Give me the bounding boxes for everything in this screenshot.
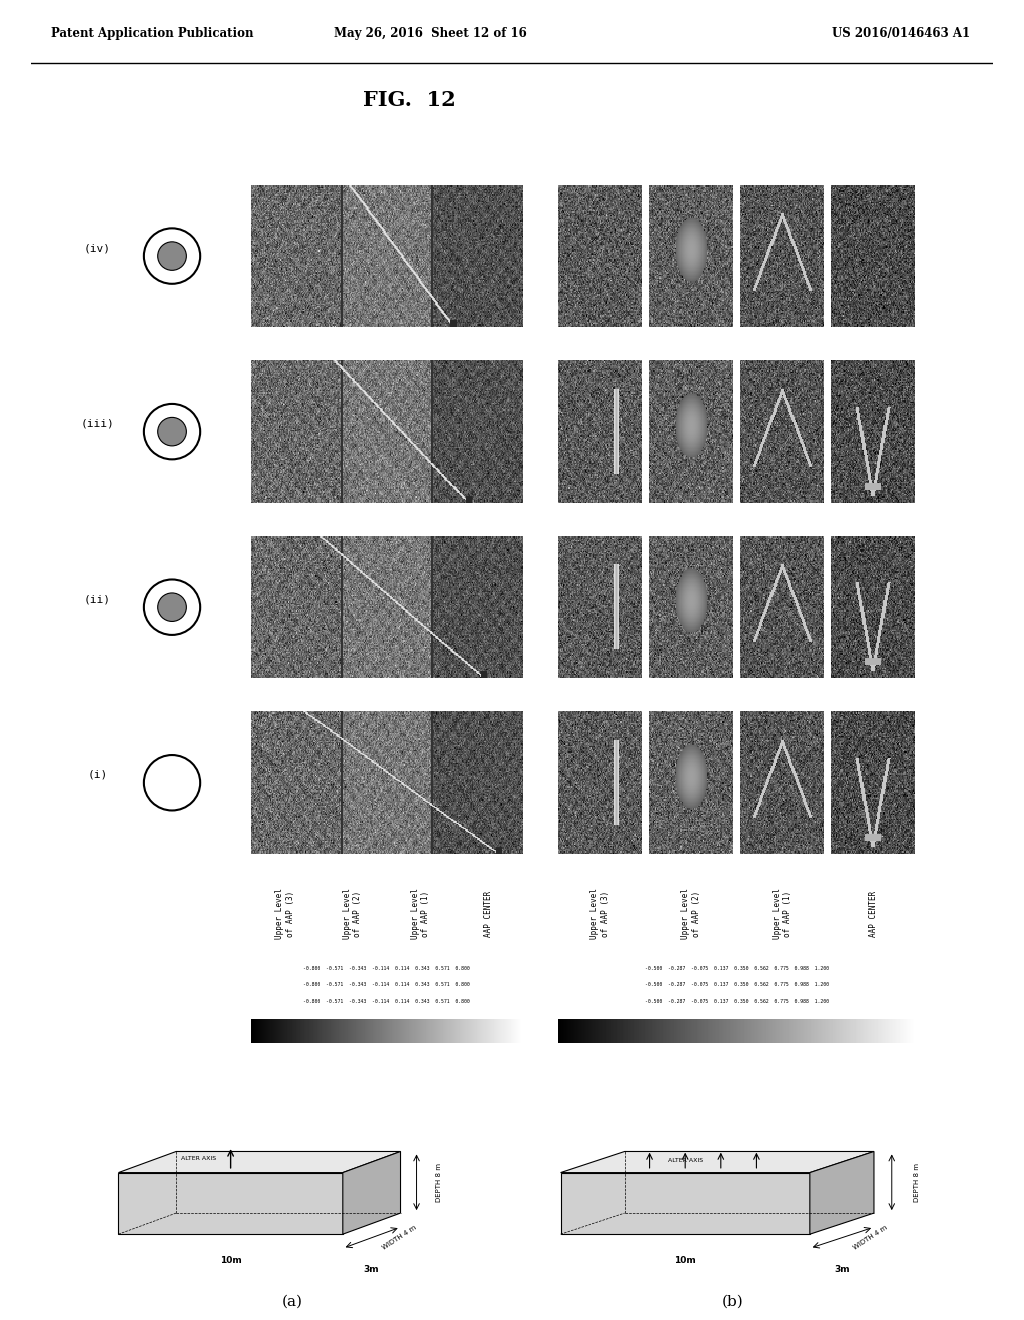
Text: US 2016/0146463 A1: US 2016/0146463 A1: [833, 26, 970, 40]
Text: WIDTH 4 m: WIDTH 4 m: [381, 1225, 418, 1251]
Text: Upper Level
of AAP (1): Upper Level of AAP (1): [773, 888, 792, 939]
Text: 10m: 10m: [675, 1257, 696, 1265]
Text: FIG.  12: FIG. 12: [364, 90, 456, 111]
Text: 3m: 3m: [835, 1265, 850, 1274]
Polygon shape: [560, 1172, 810, 1234]
Text: WIDTH 4 m: WIDTH 4 m: [853, 1225, 889, 1251]
Text: Upper Level
of AAP (2): Upper Level of AAP (2): [343, 888, 362, 939]
Text: -0.800  -0.571  -0.343  -0.114  0.114  0.343  0.571  0.800: -0.800 -0.571 -0.343 -0.114 0.114 0.343 …: [303, 966, 470, 972]
Text: May 26, 2016  Sheet 12 of 16: May 26, 2016 Sheet 12 of 16: [334, 26, 526, 40]
Ellipse shape: [158, 417, 186, 446]
Text: DEPTH 8 m: DEPTH 8 m: [913, 1163, 920, 1201]
Text: (i): (i): [87, 770, 108, 780]
Text: (a): (a): [282, 1295, 302, 1308]
Text: AAP CENTER: AAP CENTER: [869, 890, 878, 937]
Text: (b): (b): [721, 1295, 743, 1308]
Text: (iv): (iv): [84, 243, 111, 253]
Text: AAP CENTER: AAP CENTER: [483, 890, 493, 937]
Text: 3m: 3m: [364, 1265, 380, 1274]
Text: Upper Level
of AAP (3): Upper Level of AAP (3): [275, 888, 295, 939]
Text: -0.500  -0.287  -0.075  0.137  0.350  0.562  0.775  0.988  1.200: -0.500 -0.287 -0.075 0.137 0.350 0.562 0…: [645, 982, 828, 987]
Text: DEPTH 8 m: DEPTH 8 m: [436, 1163, 442, 1201]
Polygon shape: [560, 1151, 873, 1172]
Polygon shape: [810, 1151, 873, 1234]
Polygon shape: [119, 1172, 343, 1234]
Text: ALTER AXIS: ALTER AXIS: [668, 1158, 702, 1163]
Text: -0.800  -0.571  -0.343  -0.114  0.114  0.343  0.571  0.800: -0.800 -0.571 -0.343 -0.114 0.114 0.343 …: [303, 999, 470, 1003]
Ellipse shape: [158, 242, 186, 271]
Text: ALTER AXIS: ALTER AXIS: [181, 1156, 216, 1162]
Text: (iii): (iii): [81, 418, 114, 429]
Text: -0.800  -0.571  -0.343  -0.114  0.114  0.343  0.571  0.800: -0.800 -0.571 -0.343 -0.114 0.114 0.343 …: [303, 982, 470, 987]
Polygon shape: [343, 1151, 400, 1234]
Text: Upper Level
of AAP (1): Upper Level of AAP (1): [411, 888, 430, 939]
Text: Upper Level
of AAP (3): Upper Level of AAP (3): [591, 888, 609, 939]
Ellipse shape: [158, 593, 186, 622]
Text: 10m: 10m: [220, 1257, 242, 1265]
Text: (ii): (ii): [84, 594, 111, 605]
Text: Upper Level
of AAP (2): Upper Level of AAP (2): [682, 888, 700, 939]
Text: -0.500  -0.287  -0.075  0.137  0.350  0.562  0.775  0.988  1.200: -0.500 -0.287 -0.075 0.137 0.350 0.562 0…: [645, 966, 828, 972]
Polygon shape: [119, 1151, 400, 1172]
Text: Patent Application Publication: Patent Application Publication: [51, 26, 254, 40]
Text: -0.500  -0.287  -0.075  0.137  0.350  0.562  0.775  0.988  1.200: -0.500 -0.287 -0.075 0.137 0.350 0.562 0…: [645, 999, 828, 1003]
